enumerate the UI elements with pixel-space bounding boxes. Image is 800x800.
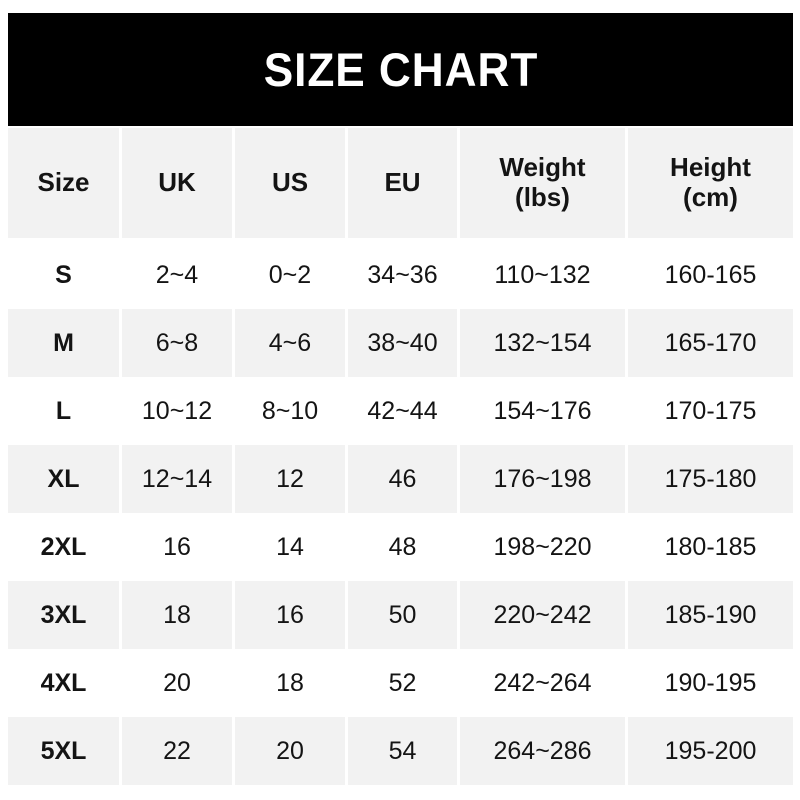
cell-us: 4~6	[235, 309, 348, 377]
cell-height: 175-180	[628, 445, 793, 513]
cell-size: 3XL	[8, 581, 122, 649]
cell-uk: 22	[122, 717, 235, 785]
cell-height: 170-175	[628, 377, 793, 445]
cell-height: 180-185	[628, 513, 793, 581]
title-banner: SIZE CHART	[8, 13, 793, 126]
table-row: 5XL 22 20 54 264~286 195-200	[8, 717, 793, 785]
cell-size: XL	[8, 445, 122, 513]
cell-eu: 46	[348, 445, 460, 513]
cell-size: S	[8, 241, 122, 309]
column-header-us-line1: US	[271, 167, 309, 198]
cell-size: 5XL	[8, 717, 122, 785]
cell-weight: 154~176	[460, 377, 628, 445]
cell-eu: 42~44	[348, 377, 460, 445]
column-header-height-line1: Height	[670, 152, 751, 183]
cell-uk: 2~4	[122, 241, 235, 309]
cell-height: 160-165	[628, 241, 793, 309]
table-row: L 10~12 8~10 42~44 154~176 170-175	[8, 377, 793, 445]
table-row: S 2~4 0~2 34~36 110~132 160-165	[8, 241, 793, 309]
cell-height: 185-190	[628, 581, 793, 649]
cell-uk: 18	[122, 581, 235, 649]
column-header-eu-line1: EU	[384, 167, 421, 198]
table-row: 4XL 20 18 52 242~264 190-195	[8, 649, 793, 717]
cell-size: 4XL	[8, 649, 122, 717]
cell-size: 2XL	[8, 513, 122, 581]
cell-uk: 16	[122, 513, 235, 581]
column-header-size-line1: Size	[37, 167, 90, 198]
cell-eu: 54	[348, 717, 460, 785]
table-row: XL 12~14 12 46 176~198 175-180	[8, 445, 793, 513]
cell-weight: 176~198	[460, 445, 628, 513]
cell-eu: 48	[348, 513, 460, 581]
cell-size: M	[8, 309, 122, 377]
column-header-uk: UK	[122, 128, 235, 241]
table-body: S 2~4 0~2 34~36 110~132 160-165 M 6~8 4~…	[8, 241, 793, 785]
table-row: 3XL 18 16 50 220~242 185-190	[8, 581, 793, 649]
cell-us: 0~2	[235, 241, 348, 309]
cell-height: 190-195	[628, 649, 793, 717]
cell-eu: 52	[348, 649, 460, 717]
cell-weight: 132~154	[460, 309, 628, 377]
column-header-us: US	[235, 128, 348, 241]
column-header-height: Height (cm)	[628, 128, 793, 241]
size-chart-table: Size UK US EU Weight (lbs) Height (cm)	[8, 128, 793, 785]
header-row: Size UK US EU Weight (lbs) Height (cm)	[8, 128, 793, 241]
cell-uk: 20	[122, 649, 235, 717]
cell-weight: 264~286	[460, 717, 628, 785]
cell-us: 8~10	[235, 377, 348, 445]
cell-weight: 220~242	[460, 581, 628, 649]
cell-weight: 198~220	[460, 513, 628, 581]
column-header-eu: EU	[348, 128, 460, 241]
column-header-height-line2: (cm)	[683, 182, 738, 212]
cell-uk: 6~8	[122, 309, 235, 377]
cell-us: 16	[235, 581, 348, 649]
page-title: SIZE CHART	[263, 43, 538, 96]
cell-uk: 12~14	[122, 445, 235, 513]
cell-height: 165-170	[628, 309, 793, 377]
table-header: Size UK US EU Weight (lbs) Height (cm)	[8, 128, 793, 241]
column-header-size: Size	[8, 128, 122, 241]
cell-uk: 10~12	[122, 377, 235, 445]
cell-us: 20	[235, 717, 348, 785]
cell-height: 195-200	[628, 717, 793, 785]
cell-size: L	[8, 377, 122, 445]
cell-eu: 34~36	[348, 241, 460, 309]
cell-eu: 38~40	[348, 309, 460, 377]
cell-us: 14	[235, 513, 348, 581]
column-header-uk-line1: UK	[158, 167, 196, 198]
cell-weight: 242~264	[460, 649, 628, 717]
cell-us: 12	[235, 445, 348, 513]
table-row: 2XL 16 14 48 198~220 180-185	[8, 513, 793, 581]
cell-eu: 50	[348, 581, 460, 649]
column-header-weight: Weight (lbs)	[460, 128, 628, 241]
cell-us: 18	[235, 649, 348, 717]
column-header-weight-line2: (lbs)	[515, 182, 570, 212]
table-row: M 6~8 4~6 38~40 132~154 165-170	[8, 309, 793, 377]
cell-weight: 110~132	[460, 241, 628, 309]
column-header-weight-line1: Weight	[499, 152, 586, 183]
